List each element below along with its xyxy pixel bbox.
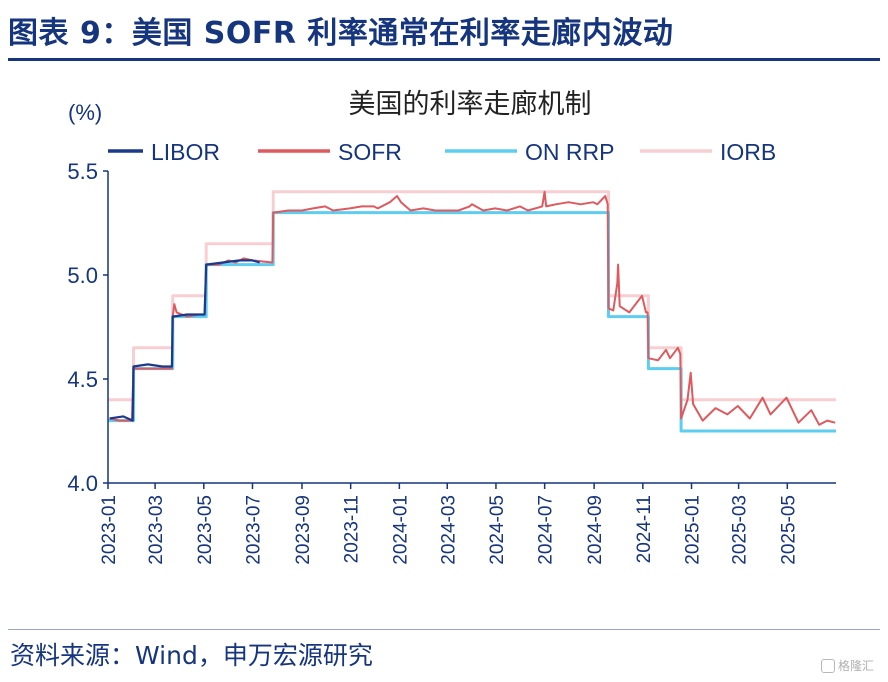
legend-label-iorb: IORB xyxy=(720,139,776,165)
legend-label-sofr: SOFR xyxy=(338,139,402,165)
series-layer xyxy=(108,190,836,433)
title-underline xyxy=(8,58,880,61)
series-sofr-line xyxy=(109,190,836,426)
legend: LIBOR SOFR ON RRP IORB xyxy=(108,139,776,165)
watermark-text: 格隆汇 xyxy=(837,659,874,673)
x-tick-label: 2024-01 xyxy=(390,495,411,565)
source-divider xyxy=(8,629,880,630)
y-tick-label: 4.5 xyxy=(67,367,98,392)
x-tick-label: 2023-11 xyxy=(342,495,363,563)
x-tick-label: 2024-03 xyxy=(438,495,459,565)
x-axis-ticks: 2023-01 2023-03 2023-05 2023-07 2023-09 2023-… xyxy=(99,483,799,565)
x-tick-label: 2025-03 xyxy=(730,495,751,565)
x-tick-label: 2025-05 xyxy=(778,495,799,565)
legend-label-libor: LIBOR xyxy=(151,139,220,165)
source-note: 资料来源：Wind，申万宏源研究 xyxy=(10,641,373,670)
y-axis-ticks: 4.0 4.5 5.0 5.5 xyxy=(67,159,108,496)
series-iorb-line xyxy=(108,190,836,402)
chart-title: 美国的利率走廊机制 xyxy=(349,89,592,120)
rate-corridor-chart: 美国的利率走廊机制 (%) LIBOR SOFR ON RRP IORB 4.0 4.5… xyxy=(67,89,836,565)
y-tick-label: 5.5 xyxy=(67,159,98,184)
y-axis-unit: (%) xyxy=(68,100,102,125)
x-tick-label: 2024-05 xyxy=(487,495,508,565)
x-tick-label: 2023-07 xyxy=(243,495,264,565)
y-tick-label: 5.0 xyxy=(67,263,98,288)
x-tick-label: 2024-11 xyxy=(634,495,655,563)
x-tick-label: 2023-03 xyxy=(146,495,167,565)
watermark: 格隆汇 xyxy=(820,657,874,674)
watermark-logo-icon xyxy=(820,658,835,673)
x-tick-label: 2024-07 xyxy=(536,495,557,565)
x-tick-label: 2023-09 xyxy=(293,495,314,565)
x-tick-label: 2023-01 xyxy=(99,495,120,565)
series-onrrp-line xyxy=(108,211,836,433)
figure-title: 图表 9：美国 SOFR 利率通常在利率走廊内波动 xyxy=(8,16,674,51)
x-tick-label: 2025-01 xyxy=(683,495,704,565)
legend-label-onrrp: ON RRP xyxy=(525,139,614,165)
series-libor-line xyxy=(109,259,261,422)
x-tick-label: 2023-05 xyxy=(195,495,216,565)
y-tick-label: 4.0 xyxy=(67,471,98,496)
x-tick-label: 2024-09 xyxy=(585,495,606,565)
